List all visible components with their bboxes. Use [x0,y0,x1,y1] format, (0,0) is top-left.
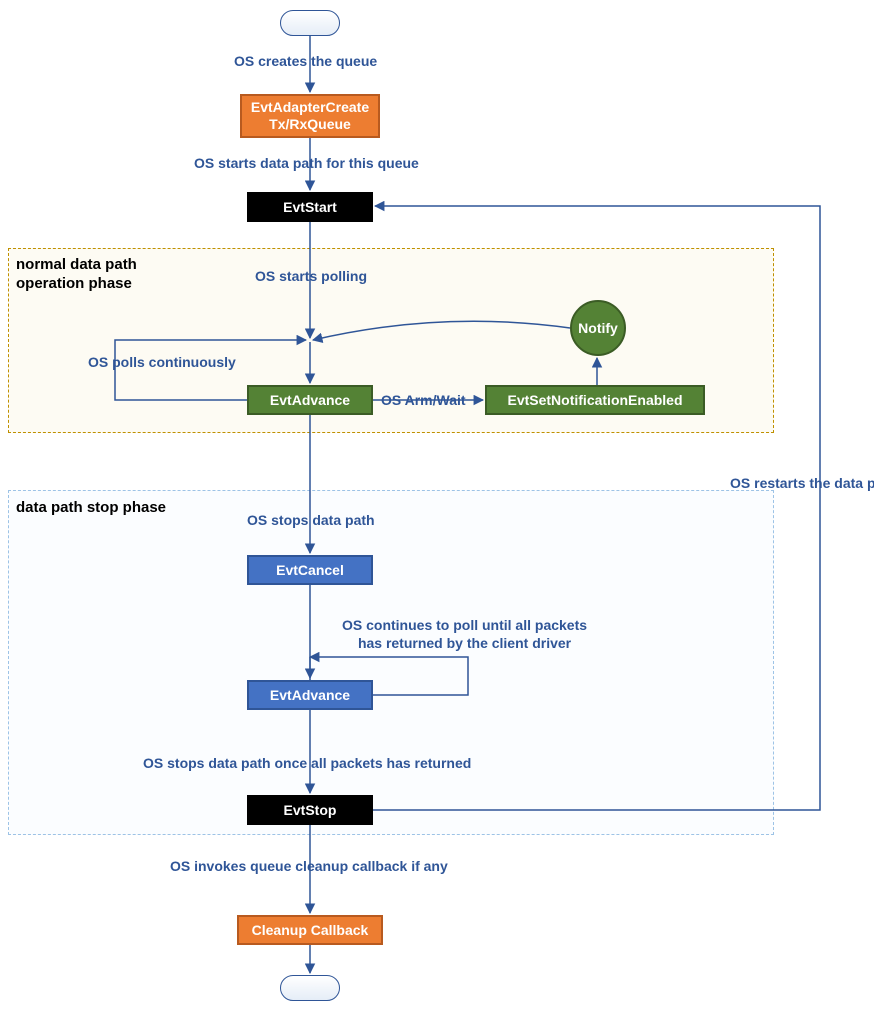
edge-label-e_cancel_adv2: OS continues to poll until all packets h… [342,617,587,652]
terminator-start [280,10,340,36]
node-evtadvance-2: EvtAdvance [247,680,373,710]
node-cleanup-callback: Cleanup Callback [237,915,383,945]
node-label: EvtStart [277,195,343,220]
node-label: EvtSetNotificationEnabled [501,388,688,413]
terminator-end [280,975,340,1001]
phase-title-normal: normal data path operation phase [16,256,137,294]
node-notify: Notify [570,300,626,356]
node-evtcancel: EvtCancel [247,555,373,585]
node-label: EvtAdvance [264,388,356,413]
edge-label-e_adv1_setnotif: OS Arm/Wait [381,392,466,410]
edge-label-e_stop_restart: OS restarts the data path [730,475,874,493]
node-evtstart: EvtStart [247,192,373,222]
edge-label-e_adv1_cancel: OS stops data path [247,512,375,530]
node-label: EvtAdapterCreate Tx/RxQueue [242,95,378,137]
node-label: EvtAdvance [264,683,356,708]
node-evtsetnotificationenabled: EvtSetNotificationEnabled [485,385,705,415]
node-evtstop: EvtStop [247,795,373,825]
edge-label-e_adv2_stop: OS stops data path once all packets has … [143,755,471,773]
node-label: Notify [578,320,618,336]
edge-label-e_start_create: OS creates the queue [234,53,377,71]
edge-label-e_adv1_left: OS polls continuously [88,354,236,372]
edge-label-e_start_merge: OS starts polling [255,268,367,286]
phase-title-stop: data path stop phase [16,499,166,518]
node-evtadvance-1: EvtAdvance [247,385,373,415]
edge-label-e_stop_cleanup: OS invokes queue cleanup callback if any [170,858,448,876]
edge-label-e_create_start: OS starts data path for this queue [194,155,419,173]
phase-box-stop [8,490,774,835]
node-evtadaptercreate: EvtAdapterCreate Tx/RxQueue [240,94,380,138]
node-label: EvtStop [278,798,343,823]
node-label: EvtCancel [270,558,350,583]
node-label: Cleanup Callback [246,918,375,943]
